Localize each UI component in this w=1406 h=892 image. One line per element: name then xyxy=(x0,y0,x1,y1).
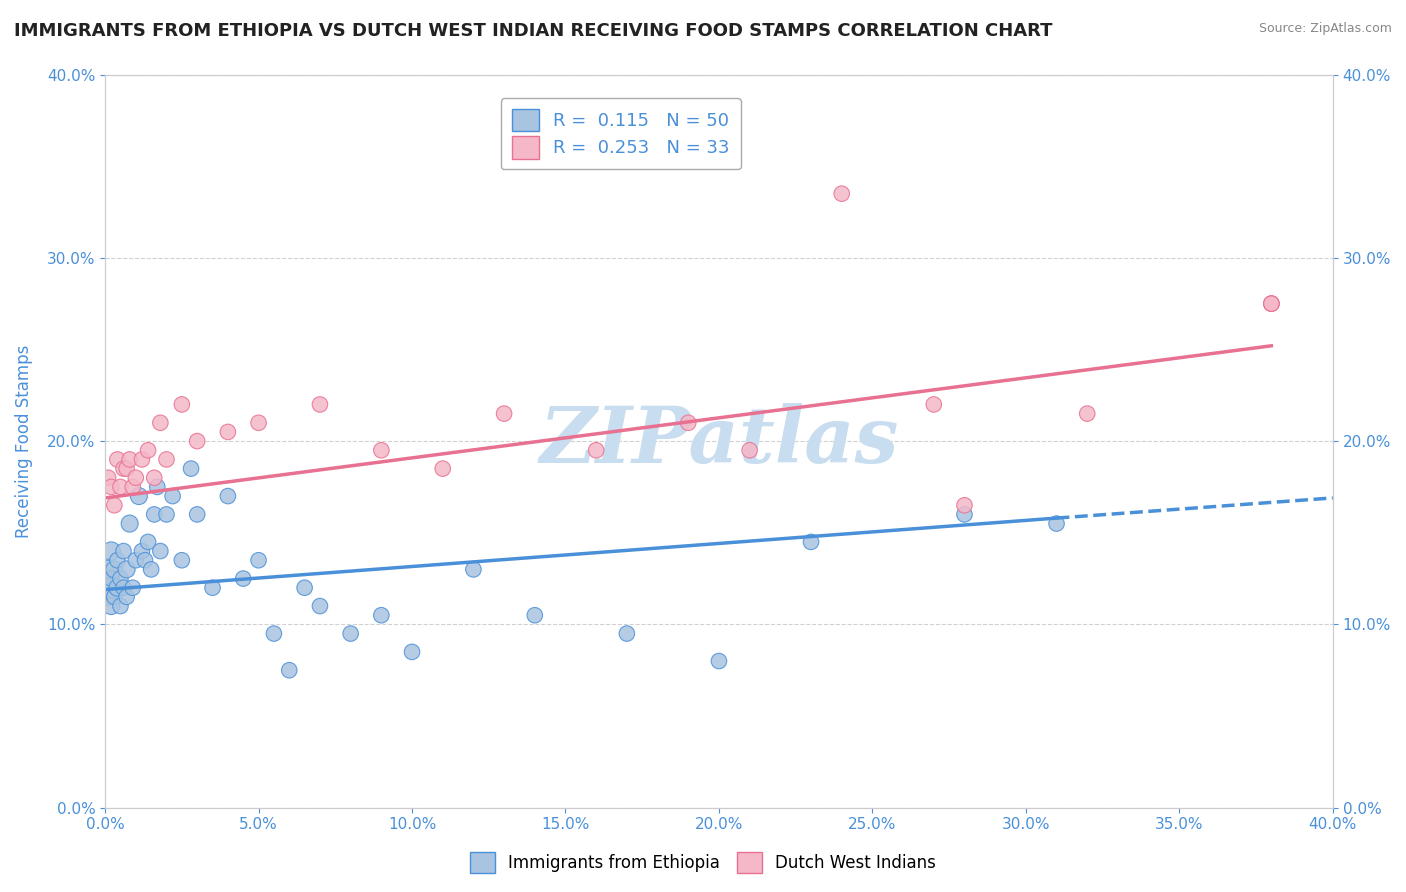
Point xyxy=(103,562,125,576)
Point xyxy=(115,590,138,604)
Point xyxy=(309,599,332,613)
Point xyxy=(149,544,172,558)
Point xyxy=(585,443,607,458)
Point xyxy=(112,544,135,558)
Point xyxy=(143,508,166,522)
Point xyxy=(121,480,143,494)
Point xyxy=(370,608,392,623)
Point xyxy=(180,461,202,475)
Point xyxy=(100,599,122,613)
Point xyxy=(678,416,700,430)
Text: ZIPatlas: ZIPatlas xyxy=(540,403,898,479)
Point xyxy=(922,397,945,411)
Point xyxy=(232,572,254,586)
Point xyxy=(146,480,169,494)
Point xyxy=(97,562,120,576)
Point xyxy=(523,608,546,623)
Point xyxy=(1260,296,1282,310)
Point xyxy=(97,471,120,485)
Point xyxy=(162,489,184,503)
Point xyxy=(247,416,270,430)
Point xyxy=(112,461,135,475)
Point xyxy=(103,590,125,604)
Point xyxy=(294,581,316,595)
Point xyxy=(131,544,153,558)
Legend: Immigrants from Ethiopia, Dutch West Indians: Immigrants from Ethiopia, Dutch West Ind… xyxy=(464,846,942,880)
Point xyxy=(155,452,177,467)
Point xyxy=(128,489,150,503)
Point xyxy=(309,397,332,411)
Text: IMMIGRANTS FROM ETHIOPIA VS DUTCH WEST INDIAN RECEIVING FOOD STAMPS CORRELATION : IMMIGRANTS FROM ETHIOPIA VS DUTCH WEST I… xyxy=(14,22,1053,40)
Point xyxy=(1260,296,1282,310)
Point xyxy=(110,572,132,586)
Point xyxy=(100,480,122,494)
Point xyxy=(953,508,976,522)
Point xyxy=(125,553,148,567)
Point xyxy=(278,663,301,677)
Y-axis label: Receiving Food Stamps: Receiving Food Stamps xyxy=(15,344,32,538)
Point xyxy=(115,461,138,475)
Point xyxy=(463,562,485,576)
Point xyxy=(100,544,122,558)
Point xyxy=(170,553,193,567)
Point xyxy=(141,562,163,576)
Point xyxy=(97,581,120,595)
Point xyxy=(136,535,159,549)
Point xyxy=(105,452,128,467)
Point xyxy=(217,489,239,503)
Text: Source: ZipAtlas.com: Source: ZipAtlas.com xyxy=(1258,22,1392,36)
Point xyxy=(1045,516,1067,531)
Point xyxy=(432,461,454,475)
Point xyxy=(263,626,285,640)
Point xyxy=(831,186,853,201)
Point xyxy=(131,452,153,467)
Point xyxy=(953,498,976,512)
Point xyxy=(201,581,224,595)
Point xyxy=(143,471,166,485)
Point xyxy=(217,425,239,439)
Point xyxy=(370,443,392,458)
Point xyxy=(1076,407,1098,421)
Point xyxy=(707,654,730,668)
Point xyxy=(401,645,423,659)
Point xyxy=(110,480,132,494)
Point xyxy=(155,508,177,522)
Point xyxy=(134,553,156,567)
Point xyxy=(97,590,120,604)
Point xyxy=(800,535,823,549)
Point xyxy=(112,581,135,595)
Point xyxy=(136,443,159,458)
Point xyxy=(121,581,143,595)
Point xyxy=(170,397,193,411)
Point xyxy=(186,434,208,449)
Point xyxy=(115,562,138,576)
Point xyxy=(105,553,128,567)
Point xyxy=(118,452,141,467)
Point xyxy=(186,508,208,522)
Point xyxy=(103,498,125,512)
Point xyxy=(125,471,148,485)
Legend: R =  0.115   N = 50, R =  0.253   N = 33: R = 0.115 N = 50, R = 0.253 N = 33 xyxy=(501,98,741,169)
Point xyxy=(1260,296,1282,310)
Point xyxy=(100,572,122,586)
Point xyxy=(149,416,172,430)
Point xyxy=(339,626,361,640)
Point xyxy=(105,581,128,595)
Point xyxy=(118,516,141,531)
Point xyxy=(110,599,132,613)
Point xyxy=(247,553,270,567)
Point xyxy=(494,407,516,421)
Point xyxy=(738,443,761,458)
Point xyxy=(616,626,638,640)
